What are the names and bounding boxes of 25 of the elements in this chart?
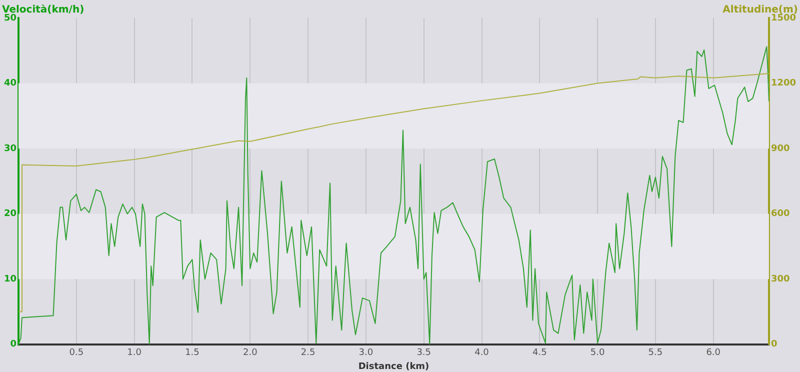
x-tick-label: 3.5 — [416, 348, 432, 358]
x-tick-label: 0.5 — [69, 348, 84, 358]
x-tick-label: 2.5 — [300, 348, 316, 358]
y-tick-label: 40 — [4, 78, 17, 89]
y-tick-label: 0 — [10, 340, 17, 350]
x-tick-label: 1.5 — [185, 348, 200, 358]
y-tick-label: 30 — [4, 144, 17, 154]
x-tick-label: 6.0 — [706, 348, 721, 358]
y2-tick-label: 1200 — [770, 78, 796, 89]
y2-tick-label: 900 — [770, 144, 790, 154]
x-tick-label: 1.0 — [127, 348, 142, 358]
x-tick-label: 3.0 — [358, 348, 374, 358]
y-tick-label: 20 — [4, 209, 17, 220]
x-tick-label: 2.0 — [242, 348, 258, 358]
x-tick-label: 5.5 — [648, 348, 663, 358]
y2-tick-label: 300 — [770, 274, 790, 284]
x-tick-label: 4.0 — [474, 348, 490, 358]
x-axis-title: Distance (km) — [358, 362, 430, 372]
x-tick-label: 4.5 — [532, 348, 547, 358]
x-tick-label: 5.0 — [590, 348, 605, 358]
y2-tick-label: 600 — [770, 209, 790, 220]
y-tick-label: 50 — [4, 13, 17, 24]
y-tick-label: 10 — [4, 274, 17, 284]
y2-tick-label: 0 — [770, 340, 778, 350]
y2-tick-label: 1500 — [770, 13, 796, 24]
